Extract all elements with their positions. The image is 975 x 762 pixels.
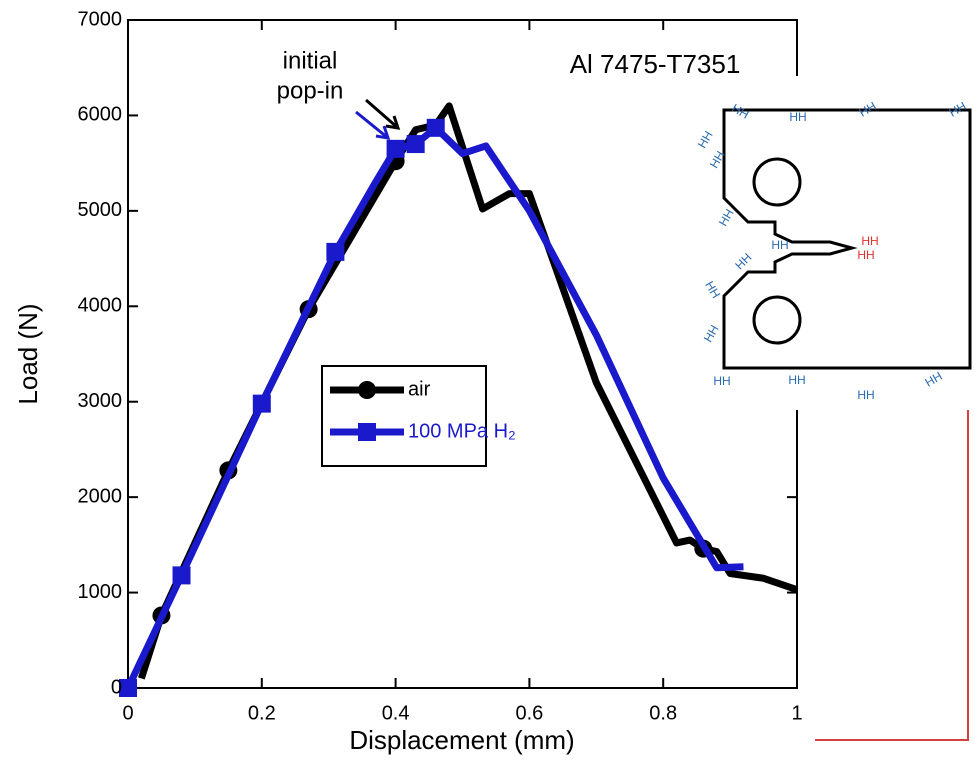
x-tick-label: 0.8 [649,702,677,724]
y-tick-label: 7000 [78,8,123,30]
inset-label: HH [713,374,730,388]
annotation: Al 7475-T7351 [570,49,741,79]
y-tick-label: 6000 [78,104,123,126]
y-axis-title: Load (N) [13,303,43,404]
inset-label: HH [788,373,805,387]
x-tick-label: 1 [791,702,802,724]
pin-hole [752,295,802,345]
x-axis-title: Displacement (mm) [349,725,574,755]
y-tick-label: 0 [111,676,122,698]
frame-line [815,410,969,741]
inset-label: HH [857,248,874,262]
x-tick-label: 0.4 [382,702,410,724]
marker [406,135,425,154]
legend-label: 100 MPa H₂ [408,420,516,442]
marker [358,381,376,399]
y-tick-label: 1000 [78,581,123,603]
marker [119,679,137,697]
pin-hole [752,157,802,207]
x-tick-label: 0.6 [515,702,543,724]
y-tick-label: 2000 [78,485,123,507]
marker [386,139,405,158]
marker [172,566,191,585]
arrow [355,110,391,140]
inset-label: HH [861,234,878,248]
marker [426,118,445,137]
annotation: initial [283,47,338,74]
y-tick-label: 3000 [78,390,123,412]
legend-label: air [408,378,431,400]
marker [326,242,345,261]
x-tick-label: 0.2 [248,702,276,724]
inset-label: HH [857,388,874,402]
x-tick-label: 0 [122,702,133,724]
y-tick-label: 4000 [78,295,123,317]
y-tick-label: 5000 [78,199,123,221]
legend [321,365,487,467]
inset-label: HH [771,238,788,252]
marker [358,423,376,441]
arrow [365,98,401,130]
marker [252,394,271,413]
specimen [722,108,972,370]
inset-label: HH [789,110,806,124]
annotation: pop-in [277,77,344,104]
